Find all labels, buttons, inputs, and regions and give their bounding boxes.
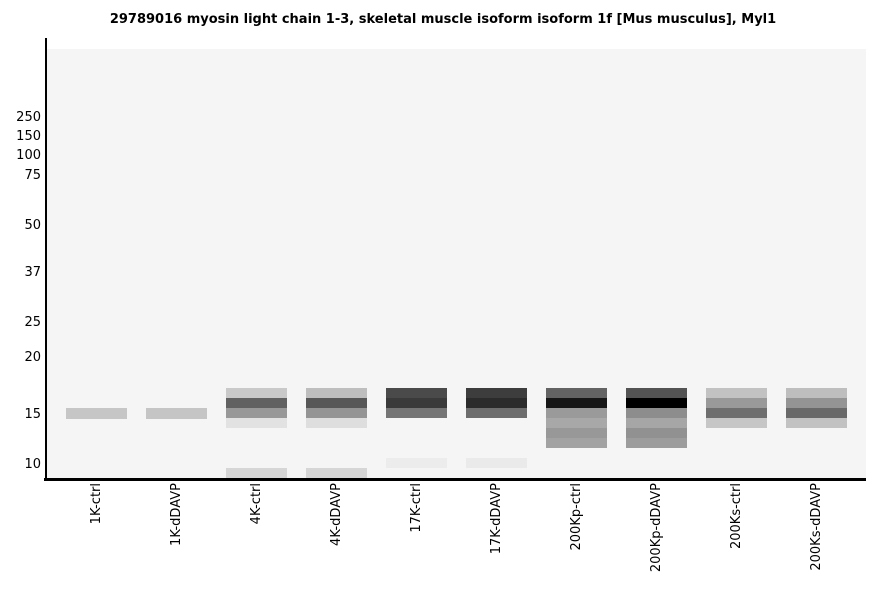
x-axis-lane-label: 200Ks-dDAVP — [809, 483, 824, 571]
gel-band — [706, 388, 767, 398]
x-axis-lane-label: 1K-ctrl — [89, 483, 104, 525]
x-axis-lane-label: 200Kp-dDAVP — [649, 483, 664, 573]
x-axis-lane-label: 17K-dDAVP — [489, 483, 504, 555]
gel-band — [386, 458, 447, 468]
gel-band — [626, 398, 687, 408]
x-axis-lane-label: 4K-dDAVP — [329, 483, 344, 546]
x-axis-line — [44, 478, 866, 481]
gel-band — [466, 408, 527, 418]
gel-band — [626, 418, 687, 428]
gel-band — [626, 408, 687, 418]
y-axis-tick-label: 20 — [24, 350, 41, 365]
x-axis-lane-label: 200Kp-ctrl — [569, 483, 584, 551]
gel-band — [546, 428, 607, 438]
gel-band — [546, 398, 607, 408]
y-axis-tick-label: 150 — [16, 129, 41, 144]
gel-band — [706, 418, 767, 428]
y-axis-tick-label: 100 — [16, 148, 41, 163]
gel-band — [786, 418, 847, 428]
y-axis-tick-label: 75 — [24, 168, 41, 183]
gel-band — [466, 388, 527, 398]
gel-band — [546, 418, 607, 428]
gel-band — [386, 388, 447, 398]
gel-band — [706, 408, 767, 418]
gel-band — [386, 398, 447, 408]
gel-band — [146, 408, 207, 419]
gel-band — [226, 468, 287, 478]
gel-band — [226, 388, 287, 398]
gel-band — [226, 398, 287, 408]
gel-band — [66, 408, 127, 419]
gel-band — [626, 428, 687, 438]
gel-band — [626, 388, 687, 398]
gel-band — [386, 408, 447, 418]
gel-band — [226, 408, 287, 418]
gel-band — [306, 398, 367, 408]
x-axis-lane-label: 1K-dDAVP — [169, 483, 184, 546]
gel-band — [786, 388, 847, 398]
x-axis-lane-label: 4K-ctrl — [249, 483, 264, 525]
x-axis-lane-label: 17K-ctrl — [409, 483, 424, 533]
gel-band — [626, 438, 687, 448]
figure-title: 29789016 myosin light chain 1-3, skeleta… — [109, 12, 777, 27]
gel-band — [546, 438, 607, 448]
gel-band — [466, 458, 527, 468]
gel-band — [226, 418, 287, 428]
gel-band — [786, 398, 847, 408]
gel-band — [786, 408, 847, 418]
gel-band — [306, 408, 367, 418]
gel-band — [546, 388, 607, 398]
y-axis-tick-label: 37 — [24, 265, 41, 280]
y-axis-tick-label: 10 — [24, 457, 41, 472]
gel-band — [546, 408, 607, 418]
gel-band — [466, 398, 527, 408]
y-axis-tick-label: 25 — [24, 315, 41, 330]
gel-band — [306, 468, 367, 478]
gel-band — [706, 398, 767, 408]
y-axis-tick-label: 250 — [16, 110, 41, 125]
gel-band — [306, 388, 367, 398]
y-axis-tick-label: 50 — [24, 218, 41, 233]
gel-band — [306, 418, 367, 428]
x-axis-lane-label: 200Ks-ctrl — [729, 483, 744, 550]
y-axis-line — [45, 38, 47, 481]
y-axis-tick-label: 15 — [24, 407, 41, 422]
